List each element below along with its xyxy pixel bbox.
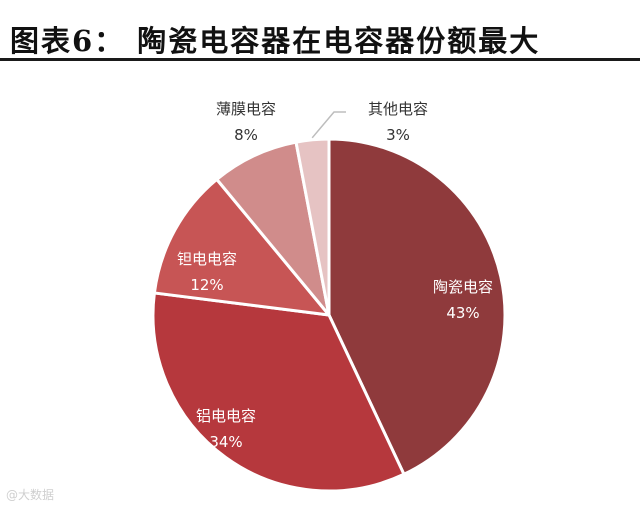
pie-slice-2 <box>151 291 406 493</box>
slice-label-1: 陶瓷电容 <box>433 278 493 296</box>
slice-label-4: 薄膜电容 <box>216 100 276 118</box>
slice-label-5: 其他电容 <box>368 100 428 118</box>
slice-value-label-4: 8% <box>234 126 258 144</box>
slice-value-label-5: 3% <box>386 126 410 144</box>
pie-slice-1 <box>327 137 507 476</box>
slice-value-label-3: 12% <box>190 276 223 294</box>
pie-slice-5 <box>294 137 331 317</box>
slice-label-2: 铝电电容 <box>196 407 256 425</box>
leader-line <box>311 111 346 139</box>
watermark: @大数据 <box>6 488 55 502</box>
chart-title: 图表6： 陶瓷电容器在电容器份额最大 <box>10 24 541 58</box>
pie-slice-3 <box>152 177 331 317</box>
slice-label-3: 钽电电容 <box>177 250 237 268</box>
slice-value-label-1: 43% <box>446 304 479 322</box>
pie-slice-4 <box>215 140 331 317</box>
title-divider <box>0 58 640 61</box>
slice-value-label-2: 34% <box>209 433 242 451</box>
